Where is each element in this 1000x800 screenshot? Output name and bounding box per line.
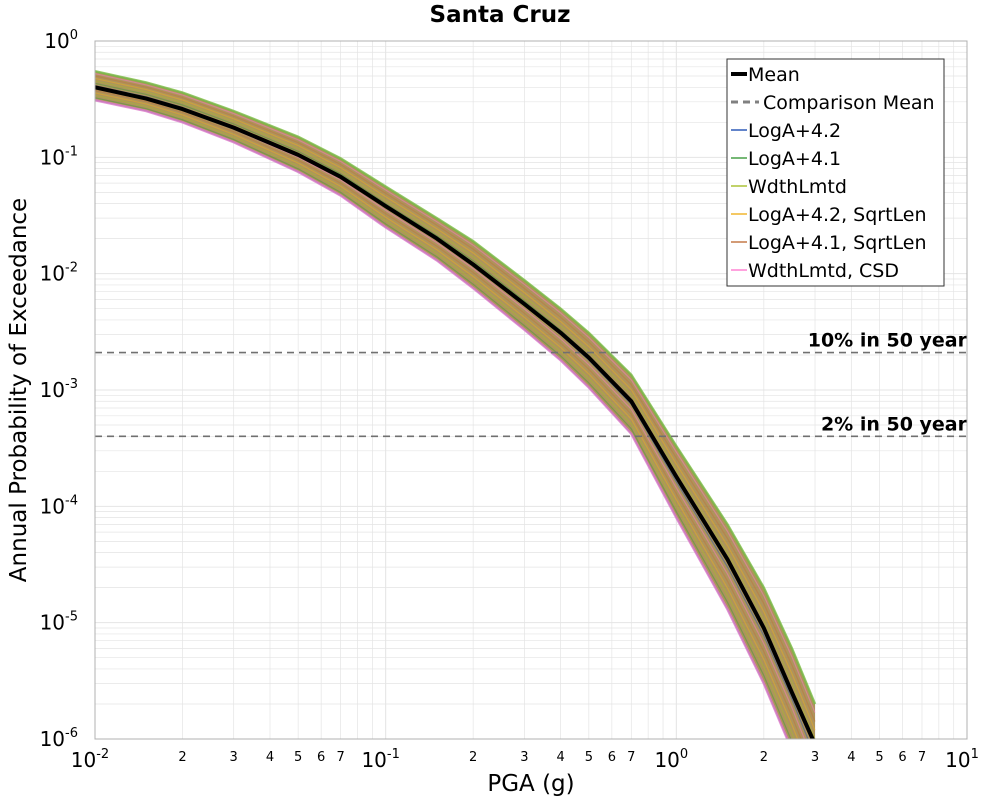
y-tick-label: 10-5 bbox=[40, 610, 78, 635]
branch-curve bbox=[95, 97, 792, 739]
x-minor-tick-label: 4 bbox=[847, 750, 855, 765]
x-minor-tick-label: 7 bbox=[627, 750, 635, 765]
y-tick-label: 10-4 bbox=[40, 493, 78, 518]
band-lower-edge bbox=[95, 98, 789, 739]
x-minor-tick-label: 5 bbox=[585, 750, 593, 765]
y-tick-label: 10-3 bbox=[40, 377, 78, 402]
y-tick-label: 10-2 bbox=[40, 261, 78, 286]
legend-label: Comparison Mean bbox=[763, 92, 935, 114]
y-tick-label: 100 bbox=[44, 28, 78, 53]
branch-curve bbox=[95, 77, 816, 731]
x-tick-label: 100 bbox=[654, 747, 688, 772]
x-minor-tick-label: 4 bbox=[557, 750, 565, 765]
x-minor-tick-label: 4 bbox=[266, 750, 274, 765]
branch-curve bbox=[95, 92, 799, 739]
x-minor-tick-label: 3 bbox=[811, 750, 819, 765]
legend-label: WdthLmtd bbox=[748, 176, 847, 198]
mean-curve bbox=[95, 85, 815, 739]
branch-curve bbox=[95, 80, 816, 739]
x-minor-tick-label: 3 bbox=[230, 750, 238, 765]
x-tick-label: 101 bbox=[945, 747, 979, 772]
x-minor-tick-label: 6 bbox=[898, 750, 906, 765]
y-axis-label: Annual Probability of Exceedance bbox=[6, 198, 32, 582]
legend-label: LogA+4.1 bbox=[748, 148, 841, 170]
chart-title: Santa Cruz bbox=[430, 2, 571, 28]
branch-curve bbox=[95, 89, 802, 739]
legend-label: Mean bbox=[748, 64, 800, 86]
x-tick-label: 10-1 bbox=[361, 747, 399, 772]
reference-lines: 10% in 50 year 2% in 50 year bbox=[95, 330, 968, 438]
y-tick-label: 10-1 bbox=[40, 144, 78, 169]
branch-curve bbox=[95, 75, 816, 722]
branch-curve bbox=[95, 73, 816, 713]
mean-curve-line bbox=[95, 85, 815, 739]
band-upper-edge bbox=[95, 69, 817, 705]
x-axis-label: PGA (g) bbox=[487, 771, 574, 797]
x-minor-tick-label: 2 bbox=[760, 750, 768, 765]
legend-label: LogA+4.1, SqrtLen bbox=[748, 232, 927, 254]
x-minor-tick-label: 2 bbox=[469, 750, 477, 765]
x-minor-tick-label: 5 bbox=[875, 750, 883, 765]
legend-box bbox=[726, 58, 945, 287]
legend-label: WdthLmtd, CSD bbox=[748, 260, 899, 282]
x-minor-tick-label: 6 bbox=[608, 750, 616, 765]
x-minor-tick-label: 7 bbox=[337, 750, 345, 765]
x-minor-tick-label: 5 bbox=[294, 750, 302, 765]
legend-label: LogA+4.2 bbox=[748, 120, 841, 142]
x-minor-tick-label: 3 bbox=[520, 750, 528, 765]
x-minor-tick-label: 6 bbox=[317, 750, 325, 765]
branch-curve bbox=[95, 94, 795, 739]
legend-label: LogA+4.2, SqrtLen bbox=[748, 204, 927, 226]
y-tick-label: 10-6 bbox=[40, 726, 78, 751]
x-minor-tick-label: 7 bbox=[918, 750, 926, 765]
y-axis-ticks: 100 10-1 10-2 10-3 10-4 10-5 10-6 bbox=[40, 28, 78, 751]
x-tick-label: 10-2 bbox=[71, 747, 109, 772]
reference-label: 2% in 50 year bbox=[821, 413, 968, 435]
reference-label: 10% in 50 year bbox=[808, 330, 968, 352]
legend: Mean Comparison Mean LogA+4.2 LogA+4.1 WdthL… bbox=[726, 58, 945, 287]
plot-frame bbox=[94, 40, 968, 740]
x-minor-tick-label: 2 bbox=[178, 750, 186, 765]
